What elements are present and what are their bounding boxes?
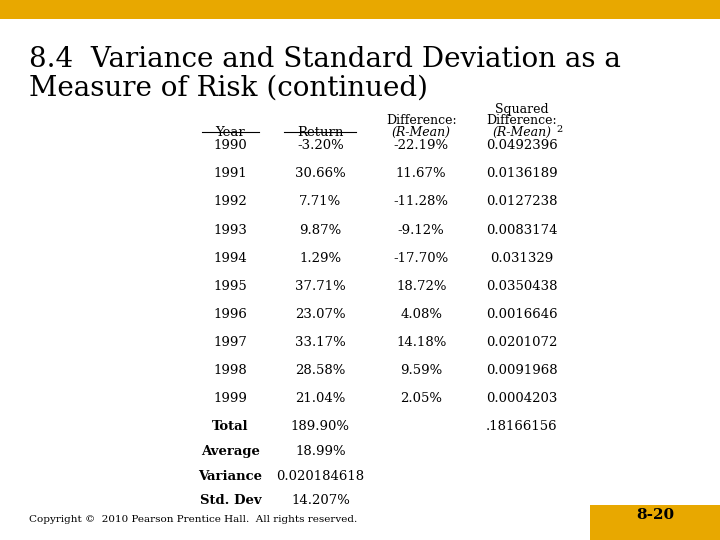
Text: 1995: 1995 [214,280,247,293]
Text: 14.207%: 14.207% [291,494,350,507]
Text: 2.05%: 2.05% [400,392,442,405]
Text: Std. Dev: Std. Dev [199,494,261,507]
Text: 1.29%: 1.29% [300,252,341,265]
Text: -11.28%: -11.28% [394,195,449,208]
Text: 21.04%: 21.04% [295,392,346,405]
Text: Return: Return [297,126,343,139]
Text: 30.66%: 30.66% [295,167,346,180]
Text: 0.0083174: 0.0083174 [486,224,558,237]
Text: 37.71%: 37.71% [295,280,346,293]
Text: 1992: 1992 [214,195,247,208]
Text: 1990: 1990 [214,139,247,152]
Text: 1998: 1998 [214,364,247,377]
Text: -17.70%: -17.70% [394,252,449,265]
Text: 28.58%: 28.58% [295,364,346,377]
Text: 7.71%: 7.71% [300,195,341,208]
Text: .18166156: .18166156 [486,420,558,433]
Text: Total: Total [212,420,248,433]
Text: 0.0091968: 0.0091968 [486,364,558,377]
Text: Copyright ©  2010 Pearson Prentice Hall.  All rights reserved.: Copyright © 2010 Pearson Prentice Hall. … [29,515,357,524]
Text: 33.17%: 33.17% [295,336,346,349]
Text: 9.87%: 9.87% [300,224,341,237]
Text: 1996: 1996 [213,308,248,321]
Text: Year: Year [215,126,246,139]
Text: 189.90%: 189.90% [291,420,350,433]
Text: 0.0492396: 0.0492396 [486,139,558,152]
Text: -9.12%: -9.12% [398,224,444,237]
Text: 0.0004203: 0.0004203 [486,392,558,405]
Text: 0.0201072: 0.0201072 [486,336,558,349]
Text: 18.72%: 18.72% [396,280,446,293]
Text: Difference:: Difference: [386,114,456,127]
Text: -22.19%: -22.19% [394,139,449,152]
Text: 1991: 1991 [214,167,247,180]
Text: Squared: Squared [495,103,549,116]
Text: Variance: Variance [199,470,262,483]
Text: 0.0136189: 0.0136189 [486,167,558,180]
Text: 1993: 1993 [213,224,248,237]
Text: 14.18%: 14.18% [396,336,446,349]
Text: 0.0127238: 0.0127238 [486,195,558,208]
Text: 0.0016646: 0.0016646 [486,308,558,321]
Text: -3.20%: -3.20% [297,139,343,152]
Text: 9.59%: 9.59% [400,364,442,377]
Text: Average: Average [201,445,260,458]
Text: (R-Mean): (R-Mean) [492,126,552,139]
Text: 0.0350438: 0.0350438 [486,280,558,293]
Text: 18.99%: 18.99% [295,445,346,458]
Text: 23.07%: 23.07% [295,308,346,321]
Text: 0.020184618: 0.020184618 [276,470,364,483]
Text: 1994: 1994 [214,252,247,265]
Text: Difference:: Difference: [487,114,557,127]
Text: 11.67%: 11.67% [396,167,446,180]
Text: 0.031329: 0.031329 [490,252,554,265]
Text: Measure of Risk (continued): Measure of Risk (continued) [29,75,428,102]
Text: 2: 2 [557,125,563,134]
Text: (R-Mean): (R-Mean) [392,126,451,139]
Text: 1997: 1997 [213,336,248,349]
Text: 4.08%: 4.08% [400,308,442,321]
Text: 8.4  Variance and Standard Deviation as a: 8.4 Variance and Standard Deviation as a [29,46,621,73]
Text: 1999: 1999 [213,392,248,405]
Text: 8-20: 8-20 [636,508,674,522]
